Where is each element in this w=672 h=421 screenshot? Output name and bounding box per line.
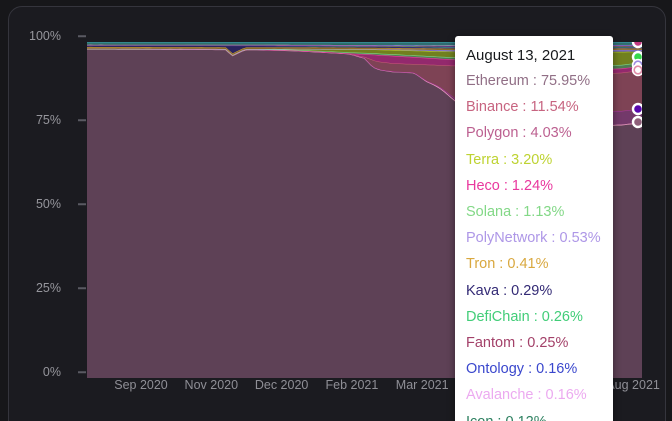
- hover-marker: [631, 102, 642, 116]
- hover-marker: [631, 115, 642, 129]
- y-axis-tick-label: 50%: [35, 197, 61, 211]
- tooltip-series-row: Icon : 0.12%: [466, 409, 613, 421]
- y-axis-tick-label: 0%: [42, 365, 61, 379]
- hover-marker: [631, 42, 642, 49]
- y-axis-tick: [78, 203, 86, 205]
- y-axis-tick: [78, 371, 86, 373]
- tooltip-series-row: Avalanche : 0.16%: [466, 387, 587, 404]
- x-axis-tick-label: Nov 2020: [184, 378, 239, 392]
- tooltip-series-row: PolyNetwork : 0.53%: [466, 230, 601, 247]
- y-axis-tick: [78, 287, 86, 289]
- y-axis-tick-label: 25%: [35, 281, 61, 295]
- x-axis-tick-label: Sep 2020: [114, 378, 168, 392]
- tooltip-date: August 13, 2021: [466, 47, 576, 64]
- y-axis-tick-label: 75%: [35, 113, 61, 127]
- tooltip-series-row: Fantom : 0.25%: [466, 335, 569, 352]
- x-axis-tick-label: Dec 2020: [254, 378, 309, 392]
- tooltip-series-row: Ethereum : 75.95%: [466, 73, 591, 89]
- tooltip-series-row: Kava : 0.29%: [466, 282, 553, 299]
- chart-tooltip: August 13, 2021 Ethereum : 75.95% Binance…: [455, 36, 613, 421]
- tooltip-series-row: Terra : 3.20%: [466, 151, 553, 168]
- tooltip-series-row: DefiChain : 0.26%: [466, 308, 583, 325]
- tooltip-series-row: Ontology : 0.16%: [466, 361, 578, 378]
- tooltip-rows: Ethereum : 75.95% Binance : 11.54% Polygon…: [466, 68, 613, 421]
- y-axis-tick: [78, 119, 86, 121]
- tooltip-series-row: Solana : 1.13%: [466, 204, 565, 221]
- y-axis-tick-label: 100%: [29, 29, 61, 43]
- tooltip-series-row: Binance : 11.54%: [466, 99, 579, 116]
- tooltip-series-row: Polygon : 4.03%: [466, 125, 572, 142]
- tooltip-series-row: Heco : 1.24%: [466, 177, 554, 194]
- x-axis-tick-label: Aug 2021: [606, 378, 660, 392]
- hover-marker: [631, 63, 642, 77]
- x-axis-tick-label: Feb 2021: [325, 378, 379, 392]
- x-axis-tick-label: Mar 2021: [395, 378, 449, 392]
- area-kava: [87, 45, 642, 54]
- tooltip-series-row: Tron : 0.41%: [466, 256, 549, 273]
- y-axis-tick: [78, 35, 86, 37]
